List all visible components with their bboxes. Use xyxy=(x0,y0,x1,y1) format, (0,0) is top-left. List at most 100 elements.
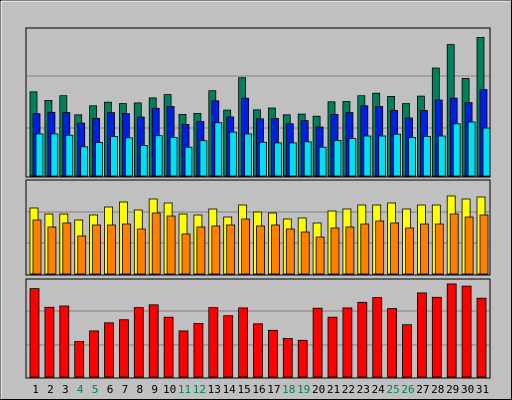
x-axis-labels: 1 2 3 4 5 6 7 8 9 10 11 12 13 14 15 16 17 18 19 20 21 22 23 24 2… xyxy=(32,383,489,396)
bar-sites-day-18 xyxy=(285,228,295,275)
x-tick-label: 11 xyxy=(178,383,191,396)
bar-pages-day-10 xyxy=(169,137,178,177)
bar-pages-day-22 xyxy=(348,138,357,177)
bar-sites-day-13 xyxy=(211,225,221,275)
bar-pages-day-31 xyxy=(482,127,491,177)
x-tick-label: 27 xyxy=(416,383,429,396)
bar-sites-day-5 xyxy=(92,224,101,275)
x-tick-label: 24 xyxy=(372,383,386,396)
bar-kbytes-day-13 xyxy=(208,307,219,378)
bar-pages-day-28 xyxy=(437,135,446,177)
bar-pages-day-23 xyxy=(363,135,372,177)
bar-sites-day-28 xyxy=(434,223,444,275)
bar-pages-day-30 xyxy=(467,121,476,177)
bar-kbytes-day-19 xyxy=(297,339,308,378)
bar-kbytes-day-7 xyxy=(119,319,129,378)
bar-kbytes-day-11 xyxy=(178,330,189,378)
bar-sites-day-2 xyxy=(47,226,57,275)
bar-pages-day-13 xyxy=(214,122,223,177)
x-tick-label: 22 xyxy=(342,383,355,396)
bar-sites-day-27 xyxy=(419,223,429,275)
x-tick-label: 3 xyxy=(62,383,69,396)
bar-sites-day-31 xyxy=(479,214,489,275)
bar-kbytes-day-26 xyxy=(402,324,412,378)
bar-pages-day-21 xyxy=(333,139,342,177)
bar-sites-day-1 xyxy=(32,219,42,275)
bar-pages-day-24 xyxy=(378,135,387,177)
x-tick-label: 14 xyxy=(223,383,237,396)
bar-pages-day-26 xyxy=(408,137,416,177)
bar-kbytes-day-10 xyxy=(163,316,174,378)
bar-kbytes-day-8 xyxy=(133,307,144,378)
bar-sites-day-6 xyxy=(107,224,116,275)
x-tick-label: 20 xyxy=(312,383,325,396)
bars-kbytes xyxy=(29,283,487,378)
bar-kbytes-day-21 xyxy=(327,316,338,378)
bar-sites-day-29 xyxy=(449,213,459,275)
bar-pages-day-18 xyxy=(288,142,297,177)
x-tick-label: 7 xyxy=(122,383,129,396)
x-tick-label: 25 xyxy=(386,383,399,396)
bar-pages-day-25 xyxy=(393,133,402,177)
x-tick-label: 4 xyxy=(77,383,84,396)
bar-sites-day-7 xyxy=(122,223,131,275)
bar-sites-day-24 xyxy=(375,220,385,275)
x-tick-label: 16 xyxy=(252,383,265,396)
x-tick-label: 2 xyxy=(47,383,54,396)
bar-pages-day-5 xyxy=(95,142,103,177)
bar-sites-day-19 xyxy=(300,231,310,275)
x-tick-label: 10 xyxy=(163,383,176,396)
x-tick-label: 21 xyxy=(327,383,340,396)
bar-pages-day-2 xyxy=(50,133,59,177)
bar-kbytes-day-2 xyxy=(44,306,55,378)
bars-hits-files-pages xyxy=(29,37,491,177)
x-tick-label: 12 xyxy=(193,383,206,396)
bar-kbytes-day-22 xyxy=(342,307,353,378)
bar-pages-day-1 xyxy=(35,133,44,177)
x-tick-label: 17 xyxy=(267,383,280,396)
x-tick-label: 13 xyxy=(208,383,221,396)
x-tick-label: 28 xyxy=(431,383,444,396)
bar-sites-day-11 xyxy=(181,233,191,275)
bar-pages-day-19 xyxy=(303,141,312,177)
bar-kbytes-day-23 xyxy=(357,301,368,378)
bar-pages-day-20 xyxy=(318,146,327,177)
x-tick-label: 19 xyxy=(297,383,310,396)
bar-pages-day-3 xyxy=(65,134,74,177)
bar-kbytes-day-9 xyxy=(148,304,159,378)
x-tick-label: 31 xyxy=(476,383,489,396)
x-tick-label: 23 xyxy=(357,383,370,396)
bar-kbytes-day-24 xyxy=(372,297,383,378)
bar-pages-day-16 xyxy=(259,141,267,177)
bar-pages-day-7 xyxy=(125,137,133,177)
bar-pages-day-14 xyxy=(229,131,238,177)
bar-sites-day-12 xyxy=(196,226,206,275)
bar-kbytes-day-6 xyxy=(104,322,114,378)
bar-sites-day-30 xyxy=(464,216,474,275)
bar-kbytes-day-30 xyxy=(461,285,472,378)
bar-kbytes-day-25 xyxy=(387,308,398,378)
bar-kbytes-day-12 xyxy=(193,322,204,378)
x-tick-label: 15 xyxy=(237,383,250,396)
bar-kbytes-day-15 xyxy=(238,307,249,378)
bar-sites-day-14 xyxy=(226,224,236,275)
bar-kbytes-day-20 xyxy=(312,307,323,378)
bar-kbytes-day-27 xyxy=(416,292,427,378)
bar-kbytes-day-4 xyxy=(74,341,85,378)
bar-sites-day-3 xyxy=(62,222,72,275)
bar-kbytes-day-1 xyxy=(29,288,40,378)
bar-kbytes-day-14 xyxy=(223,315,234,378)
x-tick-label: 29 xyxy=(446,383,459,396)
bar-kbytes-day-28 xyxy=(431,296,442,378)
x-tick-label: 30 xyxy=(461,383,474,396)
bar-kbytes-day-16 xyxy=(253,323,263,378)
bar-sites-day-26 xyxy=(405,227,414,275)
bar-pages-day-15 xyxy=(244,133,253,177)
bar-sites-day-17 xyxy=(270,224,280,275)
bar-sites-day-4 xyxy=(77,235,87,275)
bar-sites-day-8 xyxy=(136,228,146,275)
bar-kbytes-day-18 xyxy=(282,337,293,378)
bar-pages-day-4 xyxy=(80,146,89,177)
bar-sites-day-10 xyxy=(166,215,176,275)
